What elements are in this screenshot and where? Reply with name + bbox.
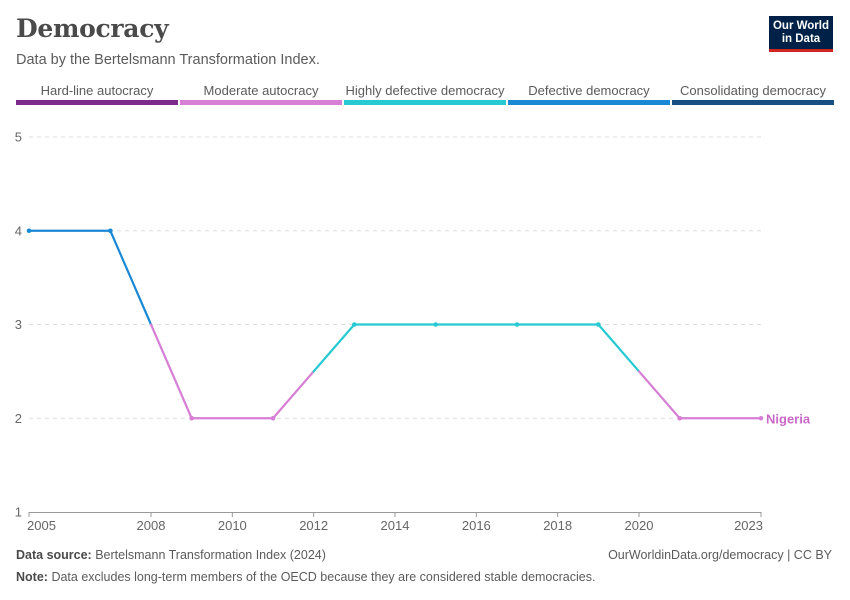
series-line-segment	[109, 229, 153, 326]
x-tick-label: 2005	[27, 518, 56, 533]
x-tick-label: 2008	[137, 518, 166, 533]
data-source-label: Data source:	[16, 548, 92, 562]
x-tick-label: 2023	[734, 518, 763, 533]
legend-item-moderate-autocracy[interactable]: Moderate autocracy	[180, 82, 342, 106]
legend-item-consolidating-democracy[interactable]: Consolidating democracy	[672, 82, 834, 106]
data-source: Data source: Bertelsmann Transformation …	[16, 548, 326, 562]
x-tick-label: 2020	[625, 518, 654, 533]
data-source-text[interactable]: Bertelsmann Transformation Index (2024)	[95, 548, 326, 562]
x-tick-label: 2012	[299, 518, 328, 533]
series-label: Nigeria	[766, 411, 811, 426]
chart-subtitle: Data by the Bertelsmann Transformation I…	[16, 52, 320, 68]
data-point	[189, 415, 194, 421]
chart-note: Note: Data excludes long-term members of…	[16, 570, 595, 584]
legend-swatch	[672, 100, 834, 105]
legend-label: Moderate autocracy	[203, 83, 319, 98]
data-point	[677, 415, 682, 421]
legend-item-highly-defective-democracy[interactable]: Highly defective democracy	[344, 82, 506, 106]
data-point	[596, 322, 601, 327]
x-tick-label: 2014	[381, 518, 410, 533]
series-line-segment	[597, 323, 641, 373]
y-tick-label: 2	[15, 411, 22, 426]
data-point	[514, 322, 520, 327]
legend-label: Consolidating democracy	[680, 83, 826, 98]
x-tick-label: 2016	[462, 518, 491, 533]
note-text: Data excludes long-term members of the O…	[51, 570, 596, 584]
series-line-segment	[312, 323, 356, 373]
y-tick-label: 1	[15, 505, 22, 520]
y-tick-label: 5	[15, 130, 22, 145]
legend-item-defective-democracy[interactable]: Defective democracy	[508, 82, 670, 106]
legend-label: Highly defective democracy	[345, 83, 505, 98]
logo-line-2: in Data	[781, 33, 821, 45]
y-tick-label: 4	[15, 223, 22, 238]
data-point	[758, 415, 764, 421]
legend-label: Defective democracy	[528, 83, 650, 98]
x-tick-label: 2018	[543, 518, 572, 533]
data-point	[26, 228, 32, 234]
legend-label: Hard-line autocracy	[40, 83, 154, 98]
data-point	[270, 415, 276, 421]
x-tick-label: 2010	[218, 518, 247, 533]
y-tick-label: 3	[15, 317, 22, 332]
data-point	[108, 228, 113, 234]
legend-item-hard-line-autocracy[interactable]: Hard-line autocracy	[16, 82, 178, 106]
legend-swatch	[16, 100, 178, 105]
legend-swatch	[180, 100, 342, 105]
legend: Hard-line autocracy Moderate autocracy H…	[16, 82, 834, 106]
note-label: Note:	[16, 570, 48, 584]
data-point	[433, 322, 438, 327]
series-line-segment	[637, 370, 681, 420]
series-line-segment	[271, 370, 315, 420]
source-url[interactable]: OurWorldinData.org/democracy | CC BY	[608, 548, 832, 562]
owid-logo[interactable]: Our World in Data	[769, 16, 833, 52]
logo-line-1: Our World	[772, 20, 829, 32]
legend-swatch	[508, 100, 670, 105]
data-point	[352, 322, 357, 327]
series-line-segment	[149, 323, 193, 420]
legend-swatch	[344, 100, 506, 105]
chart-title: Democracy	[16, 14, 169, 43]
